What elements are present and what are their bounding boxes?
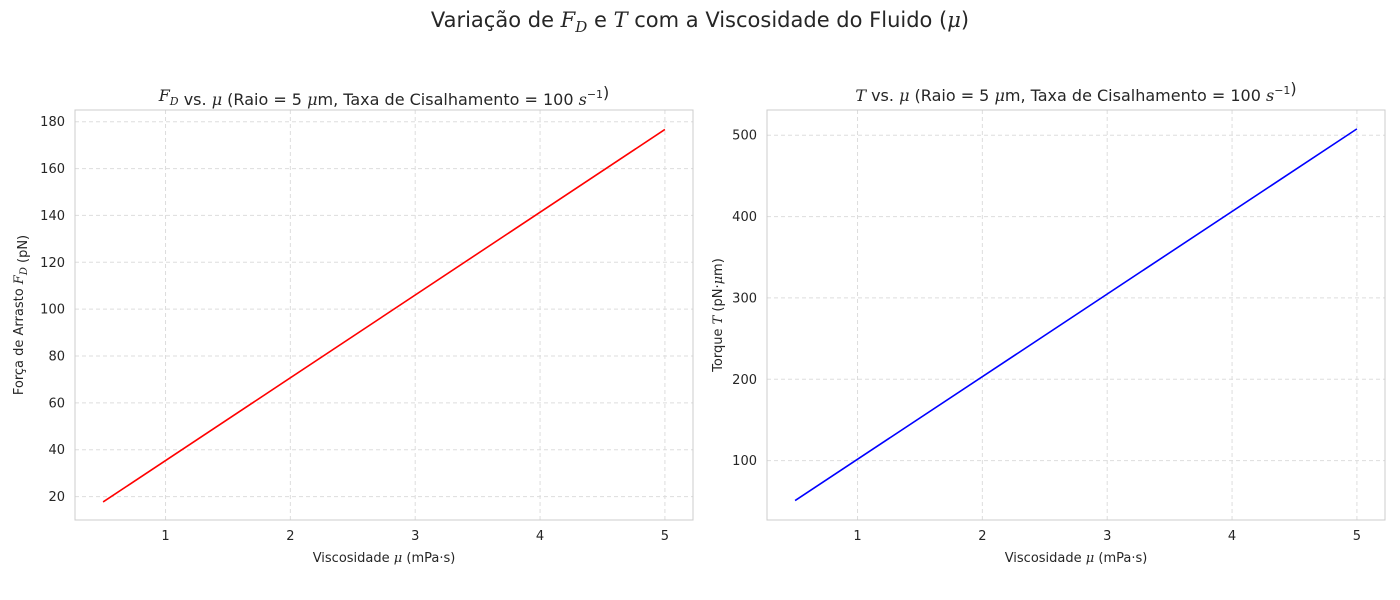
x-tick-label: 3 xyxy=(1103,529,1111,544)
x-tick-label: 4 xyxy=(1228,529,1236,544)
y-tick-label: 80 xyxy=(48,350,65,365)
chart-title: T vs. μ (Raio = 5 μm, Taxa de Cisalhamen… xyxy=(855,79,1296,105)
y-tick-label: 100 xyxy=(40,303,65,318)
x-tick-label: 3 xyxy=(411,529,419,544)
x-axis-label: Viscosidade μ (mPa·s) xyxy=(1005,551,1148,566)
y-tick-label: 120 xyxy=(40,256,65,271)
x-axis-label: Viscosidade μ (mPa·s) xyxy=(313,551,456,566)
series-line-0 xyxy=(794,128,1358,502)
y-tick-label: 300 xyxy=(732,291,757,306)
x-tick-label: 2 xyxy=(286,529,294,544)
x-tick-label: 4 xyxy=(536,529,544,544)
figure-title-text: Variação de FD e T com a Viscosidade do … xyxy=(430,8,970,37)
y-tick-label: 140 xyxy=(40,209,65,224)
plot-frame xyxy=(766,109,1386,521)
series-line-0 xyxy=(102,128,666,503)
x-tick-label: 5 xyxy=(661,529,669,544)
y-tick-label: 400 xyxy=(732,210,757,225)
x-tick-label: 1 xyxy=(161,529,169,544)
y-axis-label: Torque T (pN·μm) xyxy=(711,258,726,373)
y-tick-label: 100 xyxy=(732,454,757,469)
figure-title: Variação de FD e T com a Viscosidade do … xyxy=(0,8,1400,36)
y-tick-label: 200 xyxy=(732,373,757,388)
y-tick-label: 500 xyxy=(732,129,757,144)
torque-chart: 1 2 3 4 5 100 200 300 400 500 T vs. μ (Raio = 5 μm… xyxy=(711,79,1386,566)
x-tick-label: 2 xyxy=(978,529,986,544)
x-tick-label: 5 xyxy=(1353,529,1361,544)
y-axis-label: Força de Arrasto FD (pN) xyxy=(12,235,31,395)
plot-frame xyxy=(74,109,694,521)
y-tick-label: 60 xyxy=(48,396,65,411)
y-tick-label: 40 xyxy=(48,443,65,458)
y-tick-label: 20 xyxy=(48,490,65,505)
y-tick-label: 160 xyxy=(40,162,65,177)
chart-title: FD vs. μ (Raio = 5 μm, Taxa de Cisalhame… xyxy=(158,83,610,109)
drag-force-chart: 1 2 3 4 5 20 40 60 80 100 120 140 160 180 FD vs. μ (Ra… xyxy=(12,83,694,566)
y-tick-label: 180 xyxy=(40,115,65,130)
x-tick-label: 1 xyxy=(853,529,861,544)
